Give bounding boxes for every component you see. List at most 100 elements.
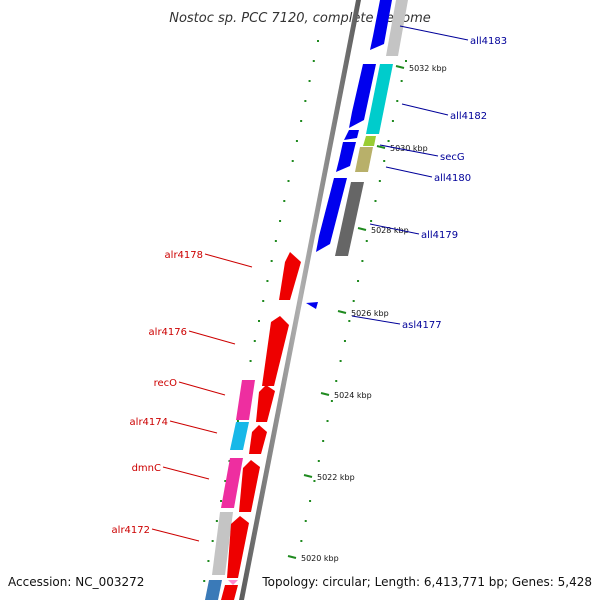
tick-label: 5032 kbp: [409, 64, 447, 73]
right-dot-track-dot: [330, 400, 333, 402]
left-dot-track-dot: [317, 40, 319, 42]
gene-label-asl4177[interactable]: asl4177: [402, 320, 442, 331]
tick-mark: [337, 310, 347, 314]
left-dot-track-dot: [312, 60, 315, 62]
left-dot-track-dot: [308, 80, 311, 82]
genome-summary-text: Topology: circular; Length: 6,413,771 bp…: [261, 575, 592, 589]
gene-all4183-gray[interactable]: [386, 0, 408, 56]
leader-line-alr4174: [169, 420, 218, 434]
left-dot-track-dot: [224, 480, 227, 482]
tick-mark: [357, 227, 367, 231]
right-dot-track-dot: [348, 320, 351, 322]
gene-alr4171[interactable]: [221, 585, 238, 600]
gene-label-all4182[interactable]: all4182: [450, 111, 487, 122]
left-dot-track-dot: [287, 180, 290, 182]
left-dot-track-dot: [283, 200, 286, 202]
gene-all4182[interactable]: [349, 64, 376, 128]
right-dot-track-dot: [317, 460, 320, 462]
leader-line-recO: [178, 381, 226, 396]
left-dot-track-dot: [253, 340, 256, 342]
tick-label: 5026 kbp: [351, 309, 389, 318]
tick-mark: [287, 555, 297, 559]
leader-line-all4182: [401, 103, 449, 116]
gene-all4180-olive[interactable]: [355, 147, 373, 172]
left-dot-track-dot: [274, 240, 277, 242]
tick-mark: [303, 474, 313, 478]
gene-alr4174[interactable]: [249, 425, 267, 454]
dotted-tick-tracks: [203, 40, 407, 582]
gene-label-all4183[interactable]: all4183: [470, 36, 507, 47]
gene-alr4173-gray[interactable]: [212, 512, 233, 575]
gene-alr4172[interactable]: [227, 516, 249, 578]
gene-leader-lines: [151, 25, 469, 542]
coordinate-ticks: 5032 kbp 5030 kbp 5028 kbp 5026 kbp 5024 kbp…: [287, 64, 447, 563]
gene-label-all4180[interactable]: all4180: [434, 173, 471, 184]
leader-line-secG: [379, 144, 439, 157]
left-dot-track-dot: [266, 280, 269, 282]
gene-label-alr4174[interactable]: alr4174: [130, 417, 168, 428]
gene-alr4178[interactable]: [279, 252, 301, 300]
right-dot-track-dot: [391, 120, 394, 122]
tick-label: 5028 kbp: [371, 226, 409, 235]
gene-label-alr4178[interactable]: alr4178: [165, 250, 203, 261]
tick-label: 5020 kbp: [301, 554, 339, 563]
left-dot-track-dot: [291, 160, 294, 162]
accession-text: Accession: NC_003272: [8, 575, 144, 589]
gene-alr4171-blue[interactable]: [205, 580, 222, 600]
right-dot-track-dot: [309, 500, 312, 502]
right-dot-track-dot: [405, 60, 407, 62]
leader-line-alr4172: [151, 528, 200, 542]
tick-label: 5030 kbp: [390, 144, 428, 153]
left-dot-track-dot: [236, 420, 239, 422]
gene-recO-magenta[interactable]: [236, 380, 255, 420]
gene-label-all4179[interactable]: all4179: [421, 230, 458, 241]
right-dot-track-dot: [387, 140, 390, 142]
tick-label: 5024 kbp: [334, 391, 372, 400]
right-dot-track-dot: [300, 540, 303, 542]
gene-label-alr4176[interactable]: alr4176: [149, 327, 187, 338]
left-dot-track-dot: [203, 580, 206, 582]
gene-all4179-gray[interactable]: [335, 182, 364, 256]
gene-all4179[interactable]: [316, 178, 347, 252]
right-dot-track-dot: [357, 280, 360, 282]
right-dot-track-dot: [396, 100, 399, 102]
left-dot-track-dot: [262, 300, 265, 302]
left-dot-track-dot: [279, 220, 282, 222]
left-dot-track-dot: [211, 540, 214, 542]
gene-all4182-cyan[interactable]: [366, 64, 393, 134]
left-dot-track-dot: [249, 360, 252, 362]
gene-alr4174-cyan[interactable]: [230, 422, 249, 450]
gene-all4183[interactable]: [370, 0, 392, 50]
left-dot-track-dot: [220, 500, 223, 502]
gene-secG[interactable]: [363, 136, 376, 146]
gene-label-alr4172[interactable]: alr4172: [112, 525, 150, 536]
leader-line-all4179: [369, 223, 420, 235]
right-dot-track-dot: [335, 380, 338, 382]
gene-all4181-small[interactable]: [344, 130, 359, 140]
right-dot-track-dot: [365, 240, 368, 242]
right-dot-track-dot: [322, 440, 325, 442]
gene-label-dmnC[interactable]: dmnC: [132, 463, 161, 474]
left-dot-track-dot: [304, 100, 307, 102]
gene-all4180[interactable]: [336, 142, 356, 172]
left-dot-track-dot: [295, 140, 298, 142]
gene-dmnC[interactable]: [239, 460, 260, 512]
gene-recO[interactable]: [256, 385, 275, 422]
gene-dmnC-magenta[interactable]: [221, 458, 243, 508]
forward-strand-genes: [205, 252, 301, 600]
genome-backbone: [239, 0, 361, 600]
gene-alr4171-pink[interactable]: [228, 580, 238, 585]
tick-mark: [376, 145, 386, 149]
leader-line-asl4177: [351, 315, 401, 325]
reverse-strand-genes: [306, 0, 408, 309]
map-title: Nostoc sp. PCC 7120, complete genome: [169, 11, 431, 26]
gene-alr4176[interactable]: [262, 316, 289, 386]
left-dot-track-dot: [215, 520, 218, 522]
leader-line-alr4176: [188, 330, 236, 345]
gene-asl4177[interactable]: [306, 302, 318, 309]
gene-label-secG[interactable]: secG: [440, 152, 465, 163]
gene-labels: all4183 all4182 secG all4180 all4179 asl4177 a…: [112, 36, 508, 536]
gene-label-recO[interactable]: recO: [154, 378, 178, 389]
right-dot-track-dot: [383, 160, 386, 162]
